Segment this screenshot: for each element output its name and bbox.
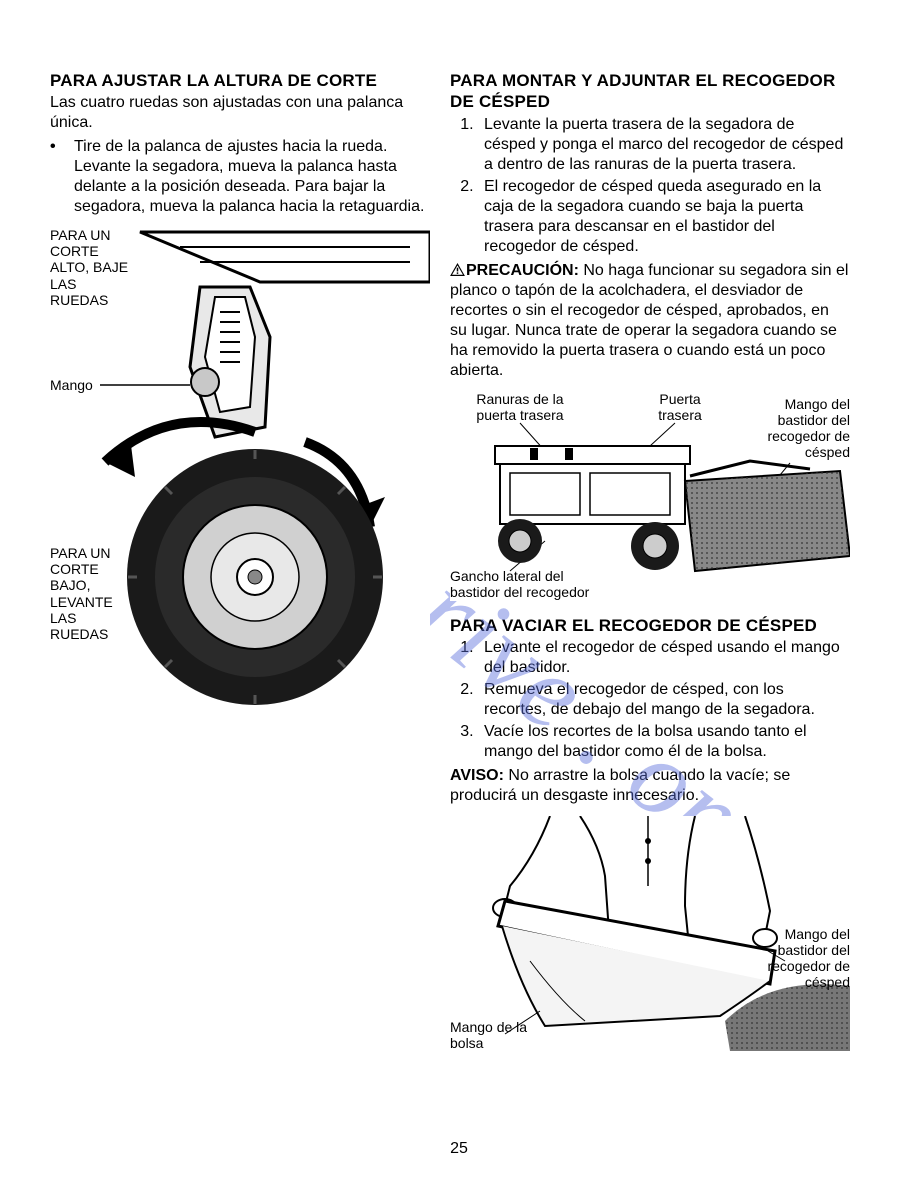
list-item: Vacíe los recortes de la bolsa usando ta…	[478, 722, 850, 762]
aviso-paragraph: AVISO: No arrastre la bolsa cuando la va…	[450, 766, 850, 806]
list-item: Levante el recogedor de césped usando el…	[478, 638, 850, 678]
precaucion-text: No haga funcionar su segadora sin el pla…	[450, 262, 848, 379]
bullet-text: Tire de la palanca de ajustes hacia la r…	[74, 137, 430, 217]
fig2-l4: Gancho lateral del bastidor del recogedo…	[450, 568, 590, 600]
list-item: El recogedor de césped queda asegurado e…	[478, 177, 850, 257]
precaucion-label: PRECAUCIÓN:	[466, 262, 579, 279]
right-column: PARA MONTAR Y ADJUNTAR EL RECOGEDOR DE C…	[450, 70, 850, 1065]
fig3-l2: Mango de la bolsa	[450, 1019, 530, 1051]
figure-grass-catcher: Ranuras de la puerta trasera Puerta tras…	[450, 391, 850, 601]
list-item: Remueva el recogedor de césped, con los …	[478, 680, 850, 720]
bullet-dot: •	[50, 137, 74, 217]
figure-empty-bag: Mango del bastidor del recogedor de césp…	[450, 816, 850, 1051]
list-vaciar: Levante el recogedor de césped usando el…	[450, 638, 850, 762]
list-item: Levante la puerta trasera de la segadora…	[478, 115, 850, 175]
fig1-label-top: PARA UN CORTE ALTO, BAJE LAS RUEDAS	[50, 227, 130, 307]
fig1-label-bottom: PARA UN CORTE BAJO, LEVANTE LAS RUEDAS	[50, 545, 130, 642]
fig1-label-mango: Mango	[50, 377, 93, 393]
heading-montar: PARA MONTAR Y ADJUNTAR EL RECOGEDOR DE C…	[450, 70, 850, 113]
aviso-label: AVISO:	[450, 767, 504, 784]
heading-vaciar: PARA VACIAR EL RECOGEDOR DE CÉSPED	[450, 615, 850, 636]
precaucion-paragraph: PRECAUCIÓN: No haga funcionar su segador…	[450, 261, 850, 381]
page-number: 25	[0, 1140, 918, 1158]
page-content: PARA AJUSTAR LA ALTURA DE CORTE Las cuat…	[0, 0, 918, 1105]
heading-ajustar-altura: PARA AJUSTAR LA ALTURA DE CORTE	[50, 70, 430, 91]
list-montar: Levante la puerta trasera de la segadora…	[450, 115, 850, 257]
fig3-l1: Mango del bastidor del recogedor de césp…	[760, 926, 850, 990]
warning-icon	[450, 263, 465, 276]
fig2-l1: Ranuras de la puerta trasera	[460, 391, 580, 423]
left-column: PARA AJUSTAR LA ALTURA DE CORTE Las cuat…	[50, 70, 430, 1065]
figure-wheel-adjust: PARA UN CORTE ALTO, BAJE LAS RUEDAS Mang…	[50, 227, 430, 707]
intro-paragraph: Las cuatro ruedas son ajustadas con una …	[50, 93, 430, 133]
bullet-item: • Tire de la palanca de ajustes hacia la…	[50, 137, 430, 217]
fig2-l2: Puerta trasera	[650, 391, 710, 423]
fig2-l3: Mango del bastidor del recogedor de césp…	[760, 396, 850, 460]
